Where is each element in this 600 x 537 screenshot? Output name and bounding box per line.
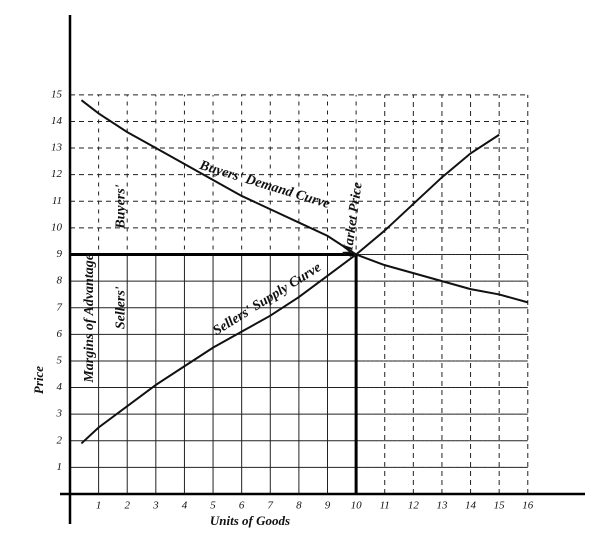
x-tick-label: 7 <box>268 500 274 512</box>
buyers-label: Buyers' <box>114 184 129 229</box>
y-tick-label: 3 <box>56 408 63 420</box>
sellers-label: Sellers' <box>114 286 129 329</box>
x-tick-label: 14 <box>465 500 477 512</box>
y-tick-label: 8 <box>57 275 63 287</box>
y-tick-label: 6 <box>57 328 63 340</box>
demand-label: Buyers' Demand Curve <box>197 158 332 212</box>
x-tick-label: 15 <box>494 500 506 512</box>
y-tick-label: 1 <box>57 461 63 473</box>
y-tick-label: 10 <box>51 221 63 233</box>
y-axis-label: Price <box>31 366 46 394</box>
x-tick-label: 2 <box>124 500 130 512</box>
x-tick-label: 8 <box>296 500 302 512</box>
supply-label: Sellers' Supply Curve <box>211 260 325 339</box>
market-price-label: Market Price <box>340 181 366 259</box>
y-tick-label: 2 <box>57 434 63 446</box>
x-tick-label: 10 <box>351 500 363 512</box>
x-tick-label: 3 <box>152 500 159 512</box>
x-tick-label: 9 <box>325 500 331 512</box>
y-tick-label: 11 <box>52 195 62 207</box>
x-axis-label: Units of Goods <box>210 513 290 528</box>
x-tick-label: 11 <box>380 500 390 512</box>
curve <box>80 99 529 304</box>
y-tick-label: 13 <box>51 142 63 154</box>
x-tick-label: 16 <box>522 500 534 512</box>
y-tick-label: 7 <box>57 301 63 313</box>
y-tick-label: 5 <box>57 354 63 366</box>
y-tick-label: 14 <box>51 115 63 127</box>
y-tick-label: 12 <box>51 168 63 180</box>
x-tick-label: 12 <box>408 500 420 512</box>
x-tick-label: 1 <box>96 500 102 512</box>
x-tick-label: 6 <box>239 500 245 512</box>
x-tick-label: 13 <box>436 500 448 512</box>
y-tick-label: 4 <box>57 381 63 393</box>
x-tick-label: 5 <box>210 500 216 512</box>
margins-label: Margins of Advantage <box>82 254 97 384</box>
x-tick-label: 4 <box>182 500 188 512</box>
curve <box>80 133 500 445</box>
y-tick-label: 9 <box>57 248 63 260</box>
y-tick-label: 15 <box>51 88 63 100</box>
